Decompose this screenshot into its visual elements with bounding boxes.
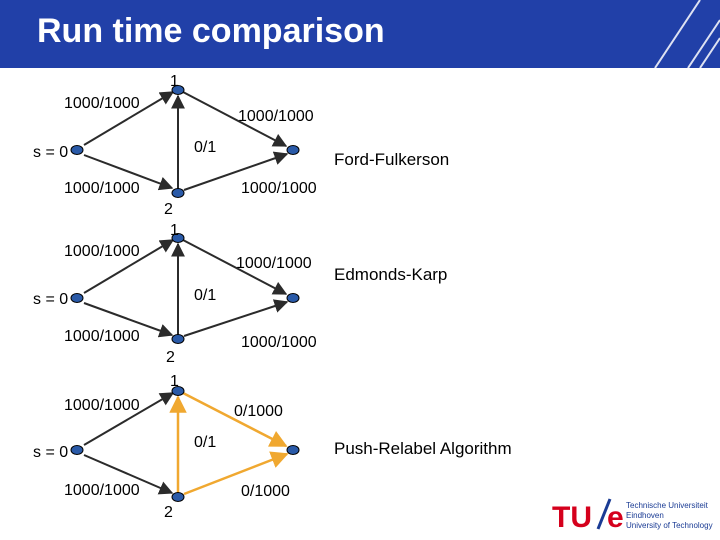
algorithm-name: Ford-Fulkerson xyxy=(334,150,449,169)
algorithm-name: Edmonds-Karp xyxy=(334,265,447,284)
edge-label-2-to-1: 0/1 xyxy=(194,139,216,156)
algorithm-name: Push-Relabel Algorithm xyxy=(334,439,512,458)
edge-s-to-2 xyxy=(83,302,174,338)
node-1-label: 1 xyxy=(170,73,179,90)
node-1-label: 1 xyxy=(170,373,179,390)
edge-label-s-to-2: 1000/1000 xyxy=(64,482,140,499)
edge-label-1-to-t: 1000/1000 xyxy=(238,108,314,125)
node-s xyxy=(70,145,84,155)
logo-tu: TU xyxy=(552,501,592,534)
edge-2-to-t xyxy=(183,151,289,191)
edge-1-to-t xyxy=(182,239,288,295)
edge-label-s-to-1: 1000/1000 xyxy=(64,243,140,260)
edge-label-s-to-1: 1000/1000 xyxy=(64,95,140,112)
node-t xyxy=(286,293,300,303)
graph-edmonds-karp: 1 2 s = 0 1000/1000 1000/1000 0/1 1000/1… xyxy=(33,222,447,366)
header-stripes-decoration xyxy=(654,0,720,68)
edge-label-2-to-1: 0/1 xyxy=(194,287,216,304)
edge-label-2-to-t: 0/1000 xyxy=(241,483,290,500)
node-s xyxy=(70,293,84,303)
edge-1-to-t xyxy=(182,91,288,147)
edge-label-s-to-2: 1000/1000 xyxy=(64,328,140,345)
node-1 xyxy=(171,233,185,243)
slide-header: Run time comparison xyxy=(0,0,720,68)
node-1 xyxy=(171,85,185,95)
logo-line2: Eindhoven xyxy=(626,511,664,520)
node-2 xyxy=(171,492,185,502)
slide-title: Run time comparison xyxy=(37,12,385,50)
node-2 xyxy=(171,188,185,198)
edge-s-to-2 xyxy=(83,154,174,191)
node-1-label: 1 xyxy=(170,222,179,239)
edge-label-2-to-t: 1000/1000 xyxy=(241,180,317,197)
edge-2-to-t-highlighted xyxy=(183,451,289,496)
edge-label-1-to-t: 0/1000 xyxy=(234,403,283,420)
edge-label-2-to-t: 1000/1000 xyxy=(241,334,317,351)
node-2-label: 2 xyxy=(166,349,175,366)
edge-1-to-t-highlighted xyxy=(182,391,288,448)
graph-push-relabel: 1 2 s = 0 1000/1000 0/1000 0/1 1000/1000… xyxy=(33,373,512,521)
source-label: s = 0 xyxy=(33,444,68,461)
edge-label-1-to-t: 1000/1000 xyxy=(236,255,312,272)
edge-s-to-1 xyxy=(83,392,175,446)
tue-logo: TU e Technische Universiteit Eindhoven U… xyxy=(552,498,713,534)
logo-line1: Technische Universiteit xyxy=(626,501,709,510)
node-t xyxy=(286,145,300,155)
node-2 xyxy=(171,334,185,344)
edge-label-s-to-1: 1000/1000 xyxy=(64,397,140,414)
source-label: s = 0 xyxy=(33,144,68,161)
edge-s-to-1 xyxy=(83,91,175,146)
source-label: s = 0 xyxy=(33,291,68,308)
edge-label-s-to-2: 1000/1000 xyxy=(64,180,140,197)
node-2-label: 2 xyxy=(164,504,173,521)
graph-ford-fulkerson: 1 2 s = 0 1000/1000 1000/1000 0/1 1000/1… xyxy=(33,73,449,218)
node-2-label: 2 xyxy=(164,201,173,218)
logo-slash xyxy=(596,498,612,530)
node-t xyxy=(286,445,300,455)
logo-line3: University of Technology xyxy=(626,521,713,530)
edge-s-to-2 xyxy=(83,454,174,495)
node-1 xyxy=(171,386,185,396)
node-s xyxy=(70,445,84,455)
edge-s-to-1 xyxy=(83,239,175,294)
edge-label-2-to-1: 0/1 xyxy=(194,434,216,451)
logo-e: e xyxy=(607,501,624,534)
edge-2-to-t xyxy=(183,299,289,337)
